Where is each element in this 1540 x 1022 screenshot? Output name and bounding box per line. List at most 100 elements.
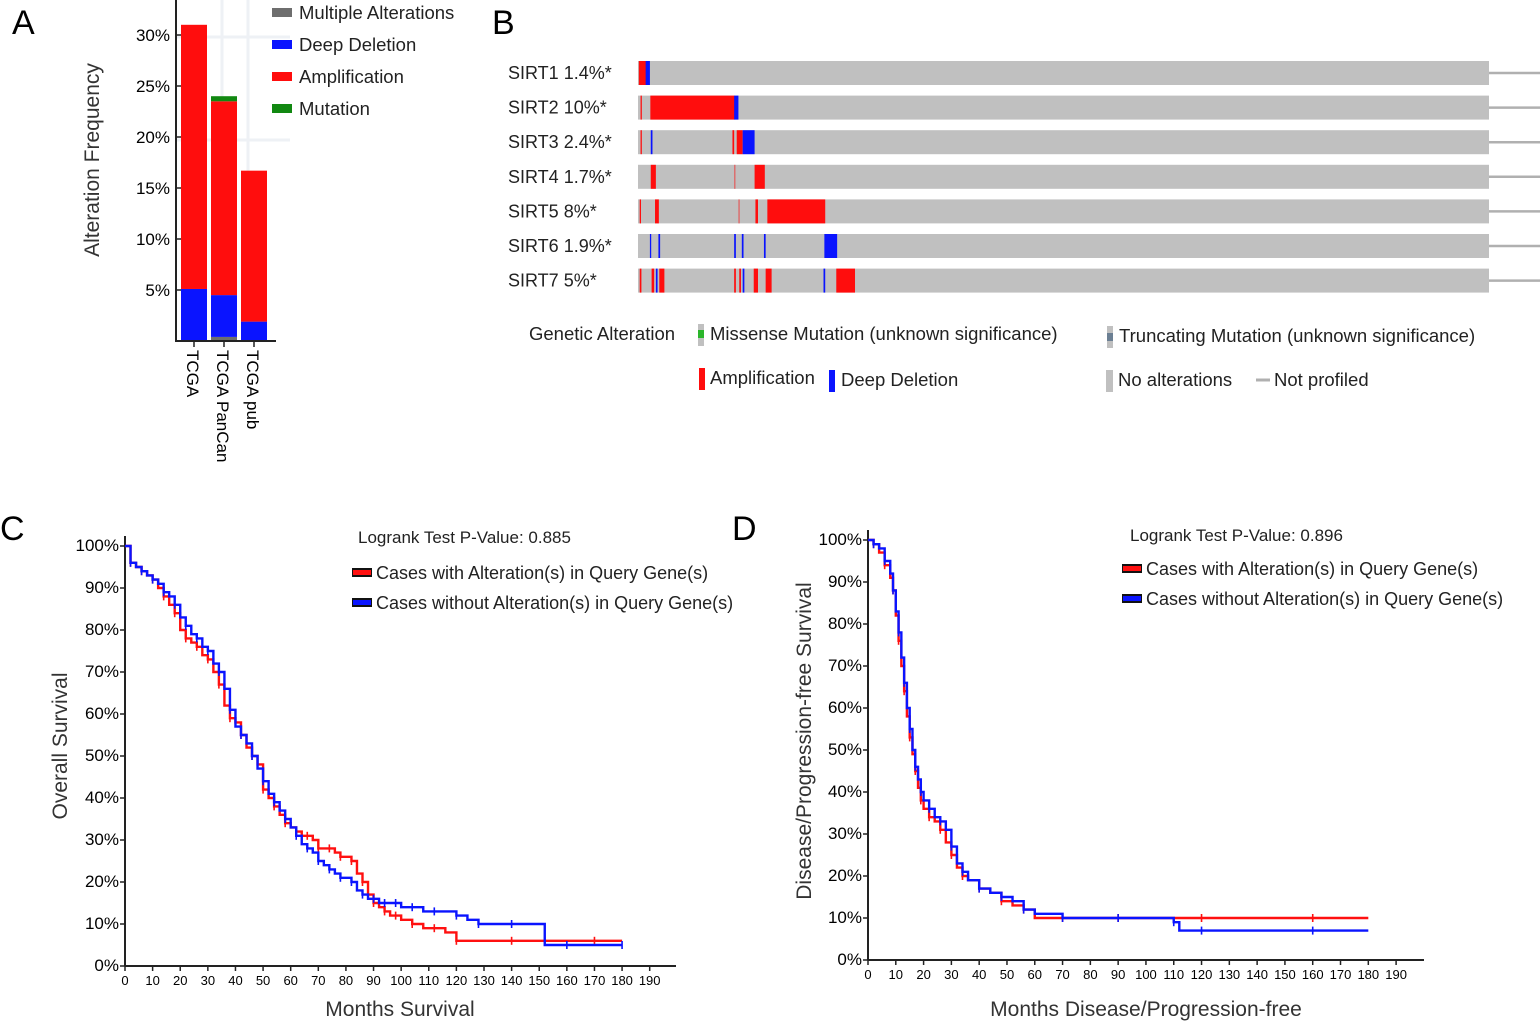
c-ytick-50%: 50% (85, 746, 119, 765)
panel-d-letter: D (732, 510, 757, 548)
track-event-2-2 (732, 130, 735, 155)
c-legend-swatch-0 (353, 570, 371, 575)
panel-c: C Logrank Test P-Value: 0.885 0% 10% 20% 30… (0, 510, 733, 1021)
gene-label-sirt3: SIRT3 2.4%* (508, 132, 612, 152)
legend-missense: Missense Mutation (unknown significance) (710, 323, 1058, 344)
d-ytick-40%: 40% (828, 782, 862, 801)
c-legend: Cases with Alteration(s) in Query Gene(s… (352, 563, 733, 613)
d-legend-swatch-0 (1123, 566, 1141, 571)
legend-title: Genetic Alteration (529, 323, 675, 344)
a-ytick-25%: 25% (136, 77, 170, 96)
track-event-4-2 (738, 199, 740, 224)
track-event-1-2 (734, 95, 739, 120)
c-ytick-70%: 70% (85, 662, 119, 681)
c-xtick-180: 180 (611, 973, 633, 988)
track-bg-0 (638, 61, 1489, 85)
track-event-0-1 (645, 61, 650, 85)
a-legend-mutation: Mutation (299, 98, 370, 119)
a-ytick-30%: 30% (136, 26, 170, 45)
a-legend-amplification: Amplification (299, 66, 404, 87)
legend-deep-deletion: Deep Deletion (841, 369, 958, 390)
d-ytick-70%: 70% (828, 656, 862, 675)
bar-tcga-pancan-deep-deletion (211, 295, 237, 337)
d-ytick-100%: 100% (819, 530, 862, 549)
d-ytick-0%: 0% (837, 950, 862, 969)
c-legend-unaltered: Cases without Alteration(s) in Query Gen… (376, 593, 733, 613)
track-event-5-2 (734, 234, 736, 258)
c-xtick-120: 120 (446, 973, 468, 988)
bar-tcga-deep-deletion (181, 288, 207, 341)
panel-c-xlabel: Months Survival (325, 998, 474, 1021)
d-xtick-140: 140 (1246, 967, 1268, 982)
d-xtick-170: 170 (1330, 967, 1352, 982)
c-ytick-80%: 80% (85, 620, 119, 639)
d-xtick-40: 40 (972, 967, 986, 982)
track-event-6-8 (765, 268, 772, 293)
panel-d-pvalue: Logrank Test P-Value: 0.896 (1130, 526, 1343, 545)
a-ytick-5%: 5% (145, 281, 170, 300)
c-legend-altered: Cases with Alteration(s) in Query Gene(s… (376, 563, 708, 583)
c-xtick-70: 70 (311, 973, 325, 988)
track-bg-5 (638, 234, 1489, 258)
track-event-4-3 (755, 199, 758, 224)
d-xtick-190: 190 (1385, 967, 1407, 982)
d-xtick-0: 0 (864, 967, 871, 982)
d-xtick-80: 80 (1083, 967, 1097, 982)
bar-tcga-pub-deep-deletion (241, 321, 267, 341)
a-legend-swatch-amplification (272, 72, 292, 81)
track-event-6-5 (739, 268, 741, 293)
track-event-0-0 (638, 61, 647, 85)
d-ytick-60%: 60% (828, 698, 862, 717)
c-ytick-10%: 10% (85, 914, 119, 933)
track-event-5-4 (763, 234, 766, 258)
track-bg-6 (638, 268, 1489, 293)
d-xtick-90: 90 (1111, 967, 1125, 982)
panel-a-bars (181, 24, 267, 341)
legend-no-alterations: No alterations (1118, 369, 1232, 390)
no-alterations-swatch (1106, 370, 1113, 392)
a-legend-swatch-deep-deletion (272, 40, 292, 49)
a-legend-swatch-mutation (272, 104, 292, 113)
d-xtick-100: 100 (1135, 967, 1157, 982)
legend-not-profiled: Not profiled (1274, 369, 1369, 390)
track-event-6-4 (734, 268, 736, 293)
track-bg-3 (638, 164, 1489, 189)
c-legend-swatch-1 (353, 600, 371, 605)
panel-a: A Alteration Frequency 5% 10% 15% 20% 25% 30%… (12, 0, 454, 462)
d-xtick-20: 20 (916, 967, 930, 982)
panel-d-xlabel: Months Disease/Progression-free (990, 998, 1302, 1021)
panel-b-legend: Genetic Alteration Missense Mutation (un… (529, 323, 1475, 392)
d-xtick-160: 160 (1302, 967, 1324, 982)
gene-label-sirt1: SIRT1 1.4%* (508, 63, 612, 83)
c-xtick-60: 60 (283, 973, 297, 988)
d-legend-swatch-1 (1123, 596, 1141, 601)
c-xtick-40: 40 (228, 973, 242, 988)
panel-b-letter: B (492, 4, 515, 42)
bar-tcga-amplification (181, 24, 207, 289)
track-event-6-1 (651, 268, 655, 293)
c-curve-unaltered (125, 544, 623, 947)
track-event-2-3 (736, 130, 743, 155)
c-xtick-80: 80 (339, 973, 353, 988)
track-event-4-4 (767, 199, 826, 224)
d-ytick-10%: 10% (828, 908, 862, 927)
panel-c-plot: 0% 10% 20% 30% 40% 50% 60% 70% 80% 90% 100% 0 10 20 30… (76, 536, 733, 988)
gene-label-sirt6: SIRT6 1.9%* (508, 236, 612, 256)
a-legend-multiple-alterations: Multiple Alterations (299, 2, 454, 23)
track-event-6-0 (639, 268, 642, 293)
panel-d-plot: 0% 10% 20% 30% 40% 50% 60% 70% 80% 90% 100% 0 10 20 30… (819, 530, 1503, 982)
gene-label-sirt4: SIRT4 1.7%* (508, 167, 612, 187)
a-ytick-10%: 10% (136, 230, 170, 249)
panel-a-ylabel: Alteration Frequency (81, 63, 104, 257)
d-xtick-120: 120 (1191, 967, 1213, 982)
c-xtick-20: 20 (173, 973, 187, 988)
d-legend-unaltered: Cases without Alteration(s) in Query Gen… (1146, 589, 1503, 609)
c-xtick-30: 30 (201, 973, 215, 988)
track-event-6-6 (742, 268, 745, 293)
missense-swatch (698, 330, 704, 338)
track-event-5-5 (824, 234, 838, 258)
amplification-swatch (699, 368, 705, 390)
track-event-4-1 (655, 199, 659, 224)
panel-b: B SIRT1 1.4%* SIRT2 10%* SIRT3 2.4%* SIRT4 … (492, 4, 1540, 392)
